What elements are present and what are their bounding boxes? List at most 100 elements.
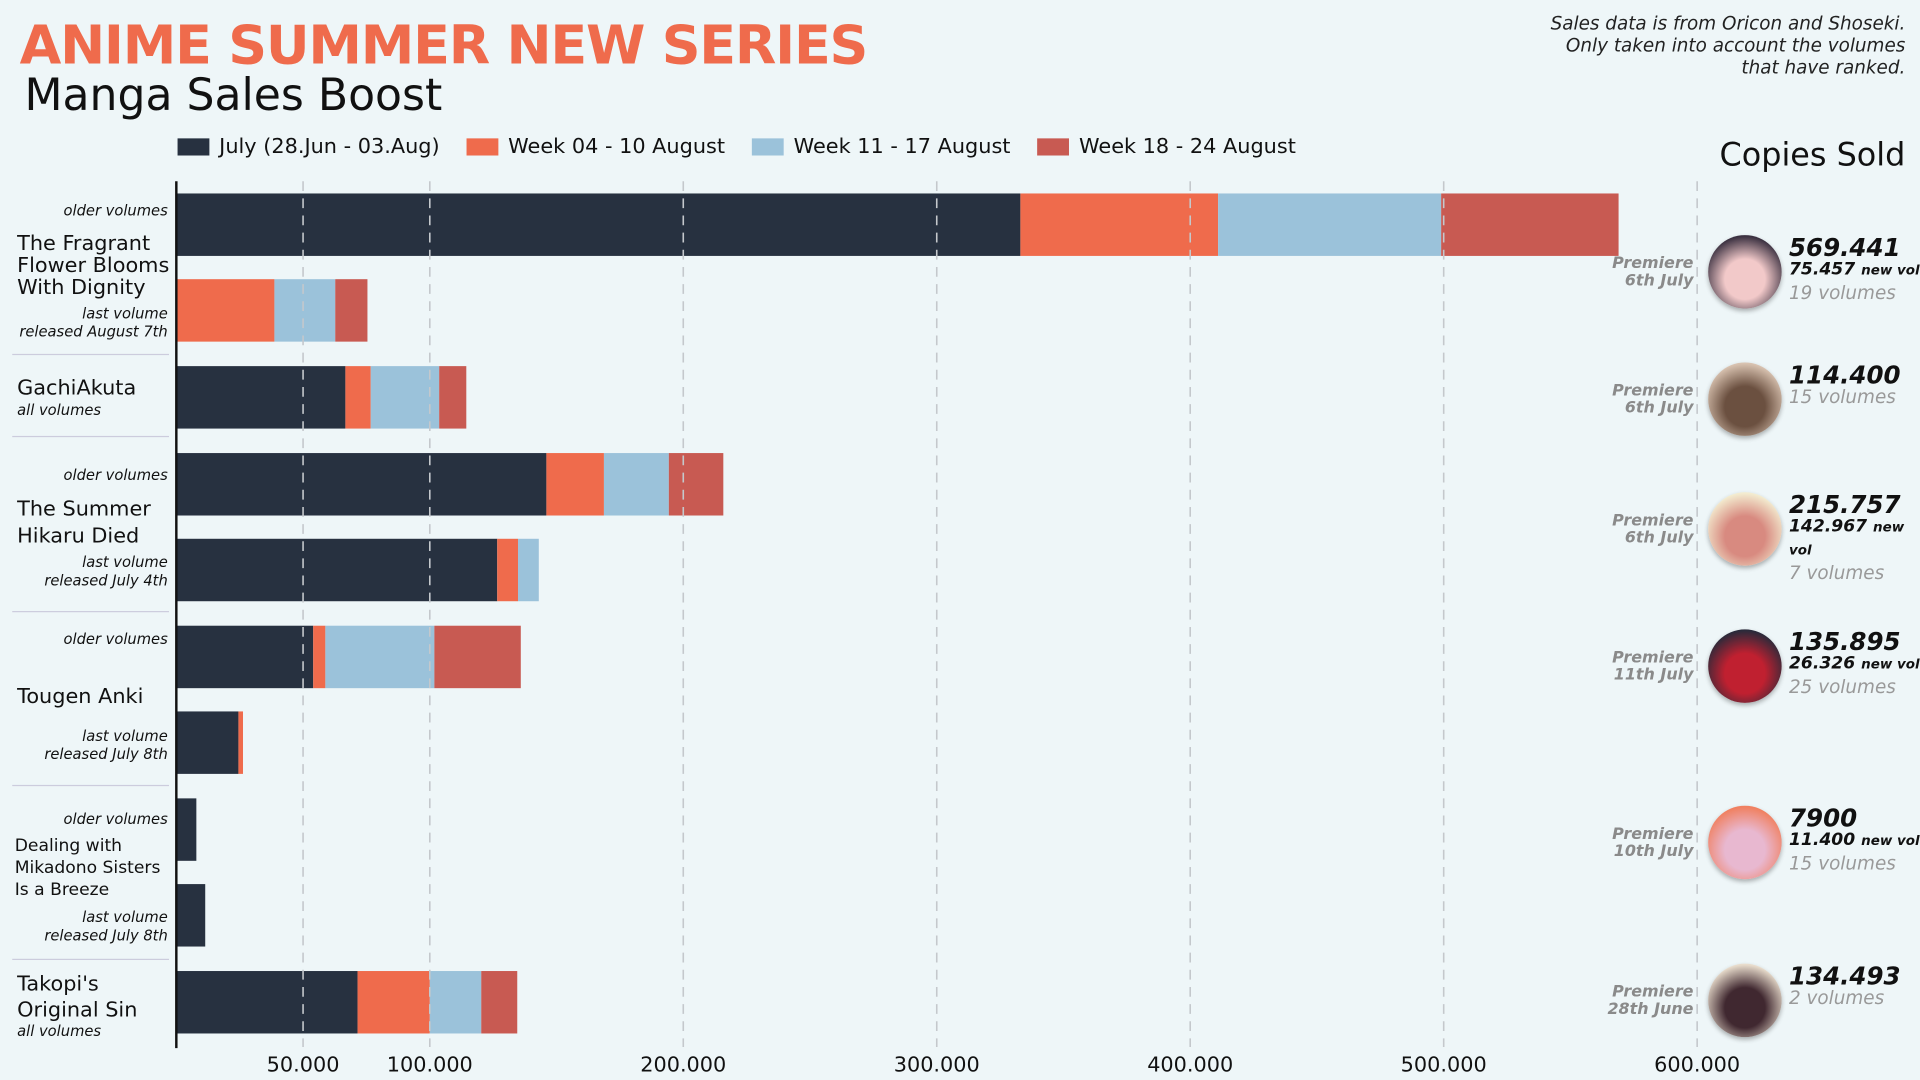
label-line: last volume — [82, 553, 168, 571]
series-name: The Fragrant Flower Blooms With Dignity — [17, 233, 169, 299]
bar-segment — [439, 366, 467, 429]
volume-count: 19 volumes — [1788, 281, 1896, 304]
new-volume-copies: 11.400 new vol — [1788, 830, 1920, 850]
bar-segment — [1441, 193, 1619, 256]
bar-segment — [176, 279, 275, 342]
bar-label: last volume released July 4th — [44, 553, 167, 590]
bar-segment — [325, 625, 435, 689]
name-line: The Summer — [17, 497, 151, 522]
legend-swatch — [466, 138, 499, 156]
bar-segment — [176, 884, 206, 947]
label-line: last volume — [82, 304, 168, 323]
premiere-date: Premiere 11th July — [1596, 648, 1694, 685]
bar-segment — [518, 538, 539, 602]
name-line: Dealing with — [14, 836, 123, 856]
label-line: last volume — [82, 727, 168, 745]
series-avatar — [1708, 362, 1782, 436]
series-name: The Summer Hikaru Died — [17, 496, 151, 550]
premiere-day: 11th July — [1613, 666, 1694, 685]
legend-swatch — [1037, 138, 1070, 156]
total-copies: 134.493 — [1788, 961, 1901, 991]
legend-swatch — [177, 138, 210, 156]
series-avatar — [1708, 805, 1782, 880]
divider — [12, 784, 169, 787]
bar-segment — [546, 453, 604, 516]
volume-count: 7 volumes — [1788, 562, 1885, 585]
name-line: GachiAkuta — [17, 375, 137, 401]
label-line: released July 8th — [44, 926, 168, 945]
note-line: that have ranked. — [1741, 56, 1906, 79]
bar-label: older volumes — [63, 202, 168, 220]
premiere-day: 10th July — [1613, 842, 1694, 861]
series-avatar — [1708, 235, 1782, 309]
tick-label: 50.000 — [267, 1052, 340, 1076]
bar-segment — [1020, 193, 1219, 256]
name-line: Flower Blooms — [17, 253, 170, 278]
legend: July (28.Jun - 03.Aug) Week 04 - 10 Augu… — [177, 134, 1296, 160]
volume-count: 25 volumes — [1788, 675, 1896, 698]
volume-count: 15 volumes — [1788, 385, 1896, 408]
new-volume-copies: 142.967 new vol — [1788, 516, 1905, 559]
legend-item: Week 18 - 24 August — [1037, 134, 1296, 160]
new-volume-copies: 26.326 new vol — [1788, 653, 1920, 674]
premiere-label: Premiere — [1612, 648, 1694, 668]
bar-segment — [176, 193, 1021, 256]
premiere-date: Premiere 6th July — [1596, 254, 1694, 291]
copies-stat: 134.493 2 volumes — [1788, 961, 1901, 1009]
new-volume-copies: 75.457 new vol — [1788, 259, 1920, 280]
bar-segment — [176, 453, 547, 516]
legend-label: Week 11 - 17 August — [793, 134, 1011, 160]
legend-label: Week 04 - 10 August — [508, 134, 726, 160]
name-line: Mikadono Sisters — [14, 858, 161, 878]
label-line: released August 7th — [19, 323, 168, 341]
premiere-label: Premiere — [1612, 254, 1694, 274]
bar-segment — [370, 366, 440, 429]
name-line: The Fragrant — [17, 231, 151, 256]
label-line: released July 4th — [44, 571, 168, 589]
bar-segment — [274, 279, 336, 342]
subtitle: Manga Sales Boost — [24, 71, 443, 122]
copies-stat: 135.895 26.326 new vol 25 volumes — [1788, 626, 1920, 698]
series-avatar — [1708, 963, 1782, 1038]
tick-label: 200.000 — [640, 1052, 726, 1076]
bar-segment — [668, 453, 724, 516]
copies-stat: 215.757 142.967 new vol 7 volumes — [1788, 489, 1920, 585]
series-name: Dealing with Mikadono Sisters Is a Breeze — [15, 835, 161, 901]
bar-segment — [176, 538, 498, 602]
bar-label: all volumes — [17, 1022, 102, 1040]
tick-label: 100.000 — [387, 1052, 473, 1076]
name-line: Takopi's — [17, 972, 99, 997]
bar-segment — [176, 625, 314, 689]
tick-label: 500.000 — [1401, 1052, 1487, 1076]
note-line: Only taken into account the volumes — [1565, 34, 1906, 57]
total-copies: 215.757 — [1788, 489, 1901, 520]
bar-segment — [238, 711, 243, 774]
name-line: Hikaru Died — [17, 524, 140, 549]
tick-label: 300.000 — [894, 1052, 980, 1076]
bar-label: all volumes — [17, 401, 102, 419]
copies-sold-heading: Copies Sold — [1719, 137, 1906, 174]
title: ANIME SUMMER NEW SERIES — [19, 14, 869, 78]
bar-segment — [313, 625, 326, 689]
premiere-date: Premiere 28th June — [1596, 984, 1694, 1019]
label-line: released July 8th — [44, 745, 168, 763]
divider — [12, 611, 169, 613]
premiere-day: 6th July — [1624, 271, 1694, 291]
premiere-day: 6th July — [1624, 399, 1694, 418]
bar-segment — [176, 798, 197, 861]
bar-label: older volumes — [63, 466, 168, 484]
legend-swatch — [751, 138, 784, 156]
legend-label: Week 18 - 24 August — [1079, 134, 1296, 160]
premiere-day: 6th July — [1624, 528, 1694, 548]
bar-segment — [176, 971, 358, 1034]
bar-segment — [357, 971, 430, 1034]
premiere-date: Premiere 6th July — [1596, 512, 1694, 548]
premiere-day: 28th June — [1607, 1000, 1694, 1019]
note-line: Sales data is from Oricon and Shoseki. — [1550, 12, 1906, 35]
tick-label: 400.000 — [1147, 1052, 1233, 1076]
divider — [12, 958, 169, 961]
total-copies: 135.895 — [1788, 626, 1901, 657]
name-line: Original Sin — [17, 997, 138, 1023]
bar-segment — [176, 711, 239, 774]
